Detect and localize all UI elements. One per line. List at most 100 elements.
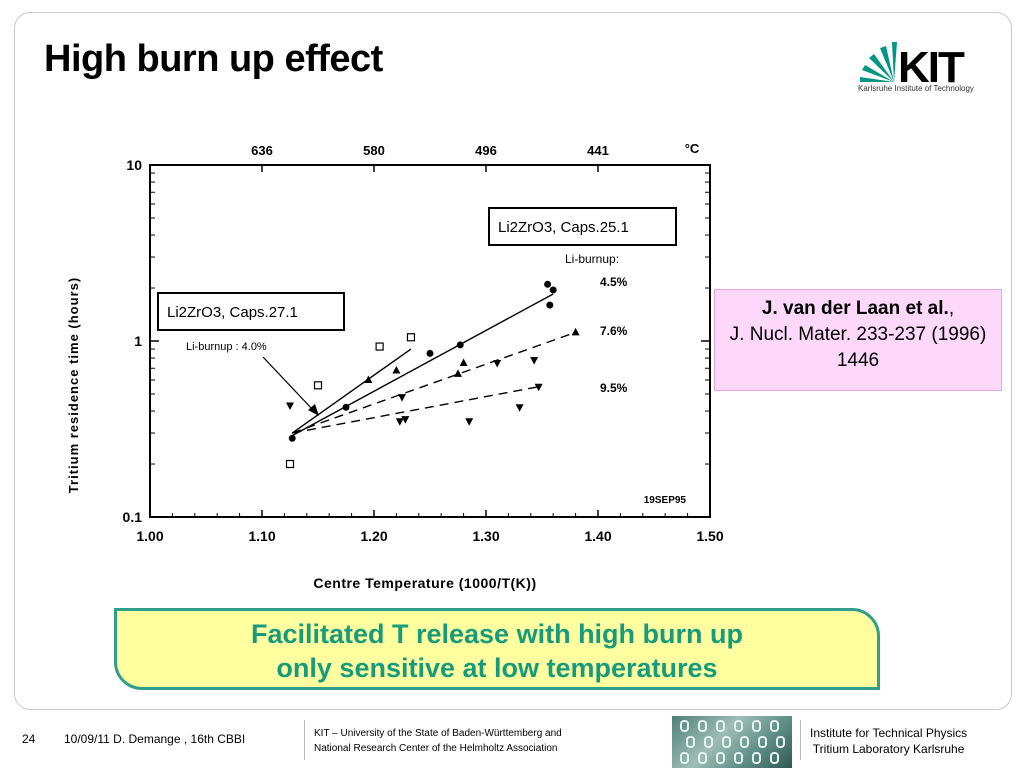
data-point-s1-0 <box>288 434 296 442</box>
footer: 24 10/09/11 D. Demange , 16th CBBI KIT –… <box>0 712 1024 768</box>
footer-photo-dot <box>752 752 761 764</box>
footer-kit-statement: KIT – University of the State of Baden-W… <box>314 726 562 756</box>
footer-divider-2 <box>800 720 801 760</box>
footer-kit-line-2: National Research Center of the Helmholt… <box>314 743 558 754</box>
conclusion-line-2: only sensitive at low temperatures <box>276 653 718 683</box>
data-point-s0-0 <box>285 459 295 469</box>
footer-photo-dot <box>722 736 731 748</box>
data-point-s0-3 <box>406 333 416 342</box>
data-point-s3-7 <box>530 356 539 365</box>
annotation-arrow <box>262 356 319 416</box>
kit-logo-rays-icon <box>860 42 897 82</box>
legend-box-caps-27-1-label: Li2ZrO3, Caps.27.1 <box>167 304 298 321</box>
kit-logo: KIT <box>860 42 967 92</box>
footer-photo-dot <box>734 752 743 764</box>
footer-photo-dot <box>758 736 767 748</box>
legend-burnup-4-0: Li-burnup : 4.0% <box>186 341 267 353</box>
data-point-s1-3 <box>456 341 464 349</box>
footer-photo-dot <box>740 736 749 748</box>
fit-lines <box>291 293 576 437</box>
data-point-s3-0 <box>286 402 294 411</box>
legend-box-caps-25-1: Li2ZrO3, Caps.25.1 <box>488 207 677 246</box>
footer-photo-dot <box>680 720 689 732</box>
reference-author: J. van der Laan et al. <box>761 298 949 319</box>
chart-stamp: 19SEP95 <box>644 495 687 506</box>
footer-institute-line-2: Tritium Laboratory Karlsruhe <box>812 742 965 756</box>
fit-line-1 <box>291 348 412 434</box>
data-point-s3-3 <box>401 416 410 424</box>
footer-photo-dot <box>698 752 707 764</box>
data-point-s3-5 <box>493 359 502 368</box>
data-point-s1-2 <box>426 349 434 357</box>
fit-line-3 <box>292 386 539 434</box>
footer-photo-dot <box>770 720 779 732</box>
footer-institute-line-1: Institute for Technical Physics <box>810 726 968 740</box>
y-axis-label: Tritium residence time (hours) <box>66 277 81 493</box>
footer-photo-dot <box>704 736 713 748</box>
x-tick-label-5: 1.50 <box>696 528 723 544</box>
footer-kit-line-1: KIT – University of the State of Baden-W… <box>314 728 562 739</box>
data-point-s2-1 <box>392 365 401 374</box>
kit-logo-subtitle: Karlsruhe Institute of Technology <box>858 84 974 93</box>
data-point-s3-6 <box>515 404 524 412</box>
reference-box: J. van der Laan et al., J. Nucl. Mater. … <box>714 289 1002 391</box>
footer-photo-dot <box>716 720 725 732</box>
data-point-s1-5 <box>549 286 557 294</box>
footer-photo-dot <box>776 736 785 748</box>
footer-photo-dot <box>680 752 689 764</box>
series-labels: 4.5% 7.6% 9.5% <box>600 275 628 395</box>
page-number: 24 <box>22 732 36 746</box>
footer-photo-dot <box>770 752 779 764</box>
top-axis-unit: °C <box>685 141 700 156</box>
x-tick-label-1: 1.10 <box>248 528 275 544</box>
y-tick-label-0: 10 <box>126 157 142 173</box>
series-label-4-5: 4.5% <box>600 275 628 289</box>
fit-line-0 <box>291 293 554 437</box>
footer-photo-dot <box>716 752 725 764</box>
footer-photo-dot <box>734 720 743 732</box>
footer-photo-dot <box>698 720 707 732</box>
y-tick-label-2: 0.1 <box>123 509 143 525</box>
legend-box-caps-27-1: Li2ZrO3, Caps.27.1 <box>157 292 345 331</box>
x-axis-label: Centre Temperature (1000/T(K)) <box>313 575 536 591</box>
y-tick-label-1: 1 <box>134 333 142 349</box>
data-point-s2-3 <box>459 358 468 366</box>
data-point-s3-2 <box>398 394 406 402</box>
data-point-s0-1 <box>313 381 323 390</box>
x-tick-label-2: 1.20 <box>360 528 387 544</box>
series-label-9-5: 9.5% <box>600 381 628 395</box>
legend-box-caps-25-1-label: Li2ZrO3, Caps.25.1 <box>498 219 629 236</box>
kit-logo-wordmark: KIT <box>898 43 965 92</box>
footer-institute: Institute for Technical Physics Tritium … <box>810 725 967 757</box>
footer-divider <box>304 720 305 760</box>
footer-date-author: 10/09/11 D. Demange , 16th CBBI <box>64 732 246 746</box>
x-tick-label-0: 1.00 <box>136 528 163 544</box>
footer-photo-dot <box>752 720 761 732</box>
data-point-s2-2 <box>454 369 462 377</box>
chart-labels: Tritium residence time (hours) Centre Te… <box>66 141 700 591</box>
chart-ticks: 1.00 1.10 1.20 1.30 1.40 1.50 10 1 0.1 636 580 496 4… <box>123 143 724 544</box>
data-point-s2-0 <box>364 375 373 384</box>
x-tick-label-3: 1.30 <box>472 528 499 544</box>
footer-photo-dot <box>686 736 695 748</box>
top-tick-label-1: 580 <box>363 143 385 158</box>
legend-burnup-header: Li-burnup: <box>565 252 619 266</box>
slide-title: High burn up effect <box>44 38 383 80</box>
top-tick-label-3: 441 <box>587 143 609 158</box>
data-point-s3-8 <box>534 383 543 392</box>
data-point-s1-4 <box>544 280 552 288</box>
footer-photo <box>672 716 792 768</box>
series-label-7-6: 7.6% <box>600 324 628 338</box>
fit-line-2 <box>292 331 576 434</box>
reference-comma: , <box>948 298 955 319</box>
data-point-s1-1 <box>342 403 350 411</box>
data-point-s3-4 <box>465 418 474 426</box>
top-tick-label-0: 636 <box>251 143 273 158</box>
chart: 1.00 1.10 1.20 1.30 1.40 1.50 10 1 0.1 636 580 496 4… <box>66 141 724 591</box>
data-point-s3-1 <box>395 418 404 426</box>
conclusion-line-1: Facilitated T release with high burn up <box>250 619 744 649</box>
data-point-s0-2 <box>375 342 384 351</box>
reference-citation: J. Nucl. Mater. 233-237 (1996) 1446 <box>729 324 987 371</box>
conclusion-box: Facilitated T release with high burn up … <box>114 608 880 690</box>
data-points <box>285 280 580 469</box>
